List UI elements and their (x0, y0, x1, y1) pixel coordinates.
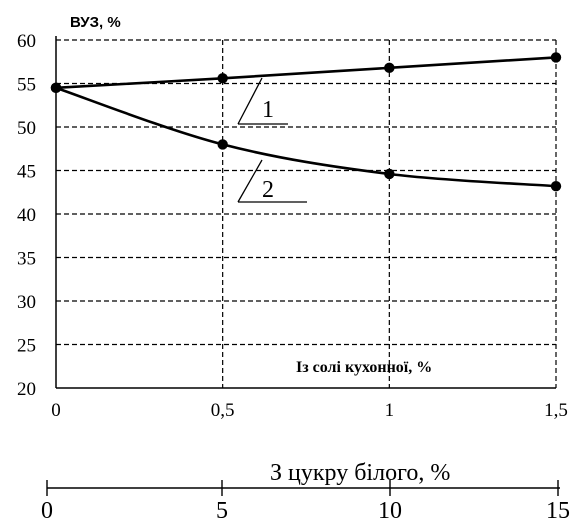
series-lines (50, 52, 562, 192)
secondary-axis: 0 5 10 15 (41, 480, 570, 524)
secondary-axis-label: З цукру білого, % (270, 460, 450, 486)
secondary-tick-label: 10 (378, 498, 402, 524)
secondary-tick-label: 0 (41, 498, 53, 524)
y-tick-label: 60 (17, 31, 36, 52)
series-labels: 12 (237, 77, 307, 203)
y-axis-label: ВУЗ, % (70, 14, 121, 31)
x-tick-label: 1,5 (544, 400, 568, 421)
data-point (50, 82, 62, 94)
series-label-leader (237, 159, 263, 203)
axes (55, 36, 556, 389)
y-tick-label: 35 (17, 249, 36, 270)
y-tick-label: 40 (17, 205, 36, 226)
data-point (550, 180, 562, 192)
x-tick-label: 1 (385, 400, 395, 421)
x-tick-label: 0 (51, 400, 61, 421)
data-point (384, 168, 395, 180)
y-tick-label: 45 (17, 162, 36, 183)
y-tick-label: 30 (17, 292, 36, 313)
x-axis-label: Із солі кухонної, % (296, 359, 432, 376)
series-label: 1 (262, 97, 274, 123)
x-tick-label: 0,5 (211, 400, 235, 421)
secondary-tick-label: 15 (546, 498, 570, 524)
y-tick-label: 55 (17, 75, 36, 96)
data-point (217, 139, 228, 150)
series-label: 2 (262, 177, 274, 203)
series-line-2 (55, 86, 557, 188)
data-point (550, 52, 562, 63)
y-tick-label: 25 (17, 336, 36, 357)
secondary-tick-label: 5 (216, 498, 228, 524)
series-line-1 (55, 56, 557, 90)
tick-labels: 20 25 30 35 40 45 50 55 60 0 0,5 1 1,5 (17, 31, 568, 421)
data-point (217, 73, 228, 84)
y-tick-label: 20 (17, 379, 36, 400)
series-label-leader (237, 77, 263, 125)
y-tick-label: 50 (17, 118, 36, 139)
data-point (384, 62, 395, 74)
grid (56, 39, 557, 388)
